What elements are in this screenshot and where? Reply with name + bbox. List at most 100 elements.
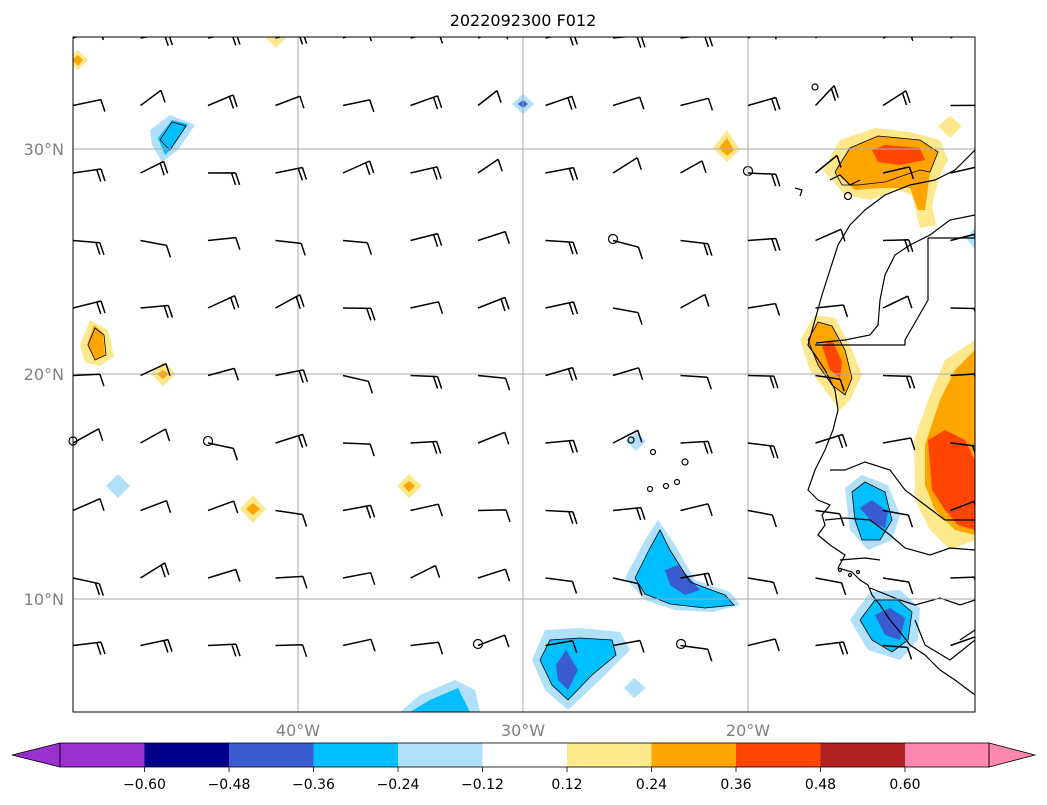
wind-barb bbox=[814, 85, 839, 107]
wind-barb bbox=[275, 433, 308, 448]
wind-barb bbox=[882, 577, 914, 595]
wind-barb bbox=[545, 509, 578, 525]
wind-barb bbox=[680, 644, 713, 662]
wind-barb bbox=[207, 568, 241, 582]
lat-tick-label: 20°N bbox=[24, 365, 64, 384]
wind-barb bbox=[410, 232, 443, 247]
wind-barb bbox=[73, 98, 106, 112]
colorbar-extend-max bbox=[988, 742, 1037, 768]
wind-barb bbox=[747, 237, 781, 252]
colorbar-tick-label: 0.48 bbox=[805, 777, 836, 793]
wind-barb bbox=[882, 509, 914, 528]
wind-barb bbox=[815, 154, 842, 174]
wind-barb bbox=[140, 562, 170, 579]
wind-barb bbox=[275, 239, 306, 256]
wind-barb bbox=[680, 572, 714, 587]
wind-barb bbox=[882, 374, 916, 389]
wind-barb bbox=[207, 367, 240, 381]
wind-barb bbox=[275, 95, 305, 109]
colorbar-segment bbox=[905, 743, 989, 767]
colorbar-extend-min bbox=[11, 742, 61, 768]
colorbar-ticks bbox=[144, 767, 906, 772]
wind-barb bbox=[950, 104, 975, 107]
colorbar-segment bbox=[313, 743, 398, 767]
wind-barb bbox=[747, 577, 779, 595]
wind-barb bbox=[342, 442, 375, 457]
wind-barb bbox=[140, 499, 172, 513]
map-frame bbox=[72, 36, 976, 713]
wind-barb bbox=[882, 37, 914, 42]
wind-barb bbox=[815, 304, 849, 318]
colorbar-tick-label: 0.12 bbox=[551, 777, 582, 793]
wind-barb bbox=[140, 89, 166, 107]
wind-barb bbox=[207, 442, 239, 461]
wind-barb bbox=[477, 90, 502, 107]
wind-barb bbox=[545, 239, 578, 255]
wind-barb bbox=[545, 577, 578, 594]
wind-barb bbox=[477, 296, 510, 312]
wind-barb bbox=[612, 506, 646, 521]
wind-barb bbox=[545, 366, 578, 382]
wind-barb bbox=[680, 503, 713, 517]
wind-barb bbox=[680, 239, 713, 256]
wind-barb bbox=[410, 166, 442, 180]
wind-barb bbox=[410, 440, 442, 454]
wind-barb bbox=[342, 37, 373, 42]
wind-barb bbox=[73, 373, 105, 387]
wind-barb bbox=[275, 166, 308, 181]
wind-barb bbox=[747, 638, 780, 652]
wind-barb bbox=[140, 363, 171, 377]
wind-barb bbox=[612, 577, 643, 596]
wind-barb bbox=[477, 568, 511, 582]
colorbar-segment bbox=[60, 743, 145, 767]
wind-barb bbox=[747, 442, 779, 459]
wind-barb bbox=[545, 301, 579, 316]
wind-barb bbox=[342, 99, 375, 113]
lon-tick-label: 30°W bbox=[501, 721, 545, 740]
wind-barb bbox=[612, 429, 643, 444]
wind-barb bbox=[545, 95, 577, 110]
wind-barb bbox=[815, 228, 846, 242]
wind-barb bbox=[140, 239, 172, 258]
wind-barb bbox=[477, 509, 511, 523]
wind-barb bbox=[410, 564, 441, 579]
colorbar-tick-label: −0.12 bbox=[461, 777, 504, 793]
figure-title: 2022092300 F012 bbox=[450, 11, 597, 30]
wind-barb bbox=[612, 367, 644, 381]
colorbar-segment bbox=[736, 743, 821, 767]
wind-barb bbox=[342, 638, 376, 652]
wind-barb bbox=[815, 641, 849, 655]
wind-barb bbox=[342, 307, 376, 321]
wind-barb bbox=[275, 575, 308, 589]
wind-barb bbox=[477, 230, 511, 244]
wind-barb bbox=[410, 95, 443, 110]
wind-barb bbox=[342, 239, 373, 255]
wind-barb bbox=[680, 374, 713, 390]
wind-barb bbox=[73, 37, 105, 41]
colorbar-segment bbox=[144, 743, 229, 767]
wind-barb bbox=[477, 158, 503, 174]
wind-barb bbox=[342, 504, 376, 519]
wind-barb bbox=[410, 301, 444, 315]
wind-barb bbox=[275, 644, 308, 658]
wind-barb bbox=[815, 374, 845, 392]
wind-barb bbox=[882, 90, 911, 107]
colorbar-tick-label: −0.48 bbox=[208, 777, 251, 793]
wind-barb bbox=[882, 295, 913, 309]
wind-barb bbox=[815, 37, 818, 39]
contour-lines bbox=[87, 121, 939, 701]
wind-barb bbox=[410, 374, 443, 389]
colorbar-segment bbox=[229, 743, 314, 767]
shaded-field bbox=[73, 37, 975, 712]
wind-barb bbox=[950, 166, 975, 174]
wind-barb bbox=[477, 374, 511, 391]
colorbar-tick-label: 0.60 bbox=[889, 777, 920, 793]
colorbar-frame bbox=[59, 742, 990, 768]
wind-barb bbox=[410, 641, 444, 655]
wind-barb bbox=[882, 644, 913, 660]
wind-barb bbox=[207, 94, 238, 109]
colorbar-tick-label: 0.24 bbox=[636, 777, 667, 793]
wind-barb bbox=[747, 172, 781, 187]
colorbar-tick-label: −0.36 bbox=[292, 777, 335, 793]
wind-barb bbox=[207, 295, 240, 310]
